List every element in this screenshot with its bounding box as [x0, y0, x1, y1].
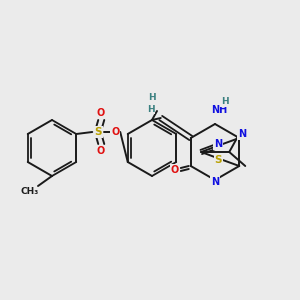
Text: N: N	[214, 139, 222, 149]
Text: N: N	[238, 129, 246, 139]
Text: S: S	[94, 127, 102, 137]
Text: CH₃: CH₃	[21, 188, 39, 196]
Text: O: O	[96, 146, 104, 156]
Text: H: H	[147, 104, 154, 113]
Text: H: H	[221, 98, 229, 106]
Text: O: O	[111, 127, 119, 137]
Text: NH: NH	[211, 105, 227, 115]
Text: N: N	[211, 177, 219, 187]
Text: O: O	[171, 165, 179, 175]
Text: O: O	[96, 108, 104, 118]
Text: S: S	[214, 155, 222, 165]
Text: H: H	[148, 94, 156, 103]
